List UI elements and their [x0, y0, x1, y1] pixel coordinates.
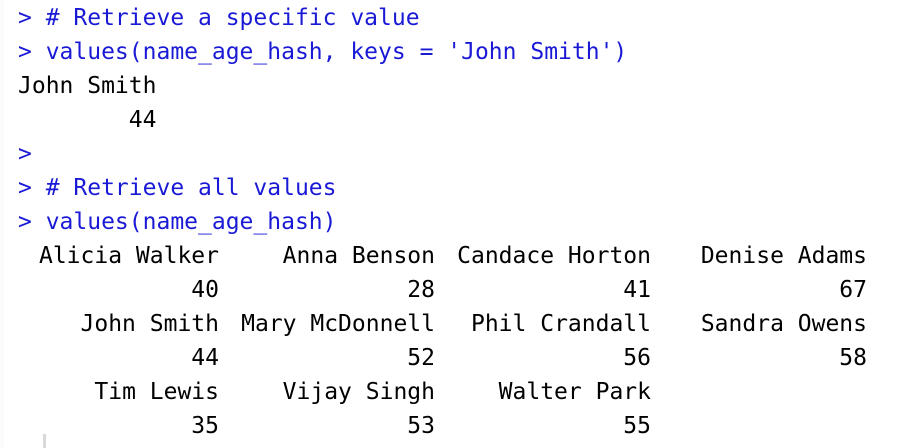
table-age-cell: 35: [191, 413, 219, 439]
table-name-cell: Sandra Owens: [700, 311, 867, 337]
console-line-values-call-all: > values(name_age_hash): [18, 209, 337, 235]
table-name-cell: Walter Park: [498, 379, 651, 405]
table-age-cell: 28: [407, 277, 435, 303]
table-age-cell: 52: [407, 345, 435, 371]
table-name-cell: Mary McDonnell: [241, 311, 435, 337]
table-age-cell: 44: [191, 345, 219, 371]
console-line-comment-specific: > # Retrieve a specific value: [18, 5, 420, 31]
table-name-cell: Phil Crandall: [470, 311, 651, 337]
table-age-cell: 67: [839, 277, 867, 303]
table-name-cell: Alicia Walker: [38, 243, 219, 269]
table-age-cell: 53: [407, 413, 435, 439]
table-name-cell: John Smith: [80, 311, 219, 337]
table-name-cell: Anna Benson: [282, 243, 435, 269]
table-age-cell: 58: [839, 345, 867, 371]
table-age-cell: 55: [623, 413, 651, 439]
console-line-comment-all: > # Retrieve all values: [18, 175, 337, 201]
console-left-edge: [0, 0, 4, 448]
table-age-cell: 56: [623, 345, 651, 371]
table-name-cell: Vijay Singh: [282, 379, 435, 405]
table-age-cell: 40: [191, 277, 219, 303]
cursor-gutter-mark: [43, 434, 46, 448]
table-age-cell: 41: [623, 277, 651, 303]
console-empty-prompt: >: [18, 141, 32, 167]
table-name-cell: Denise Adams: [700, 243, 867, 269]
table-name-cell: Tim Lewis: [94, 379, 219, 405]
console-output-key-value: 44: [18, 107, 157, 133]
table-name-cell: Candace Horton: [457, 243, 651, 269]
console-line-values-call-key: > values(name_age_hash, keys = 'John Smi…: [18, 39, 628, 65]
console-output-key-name: John Smith: [18, 73, 157, 99]
